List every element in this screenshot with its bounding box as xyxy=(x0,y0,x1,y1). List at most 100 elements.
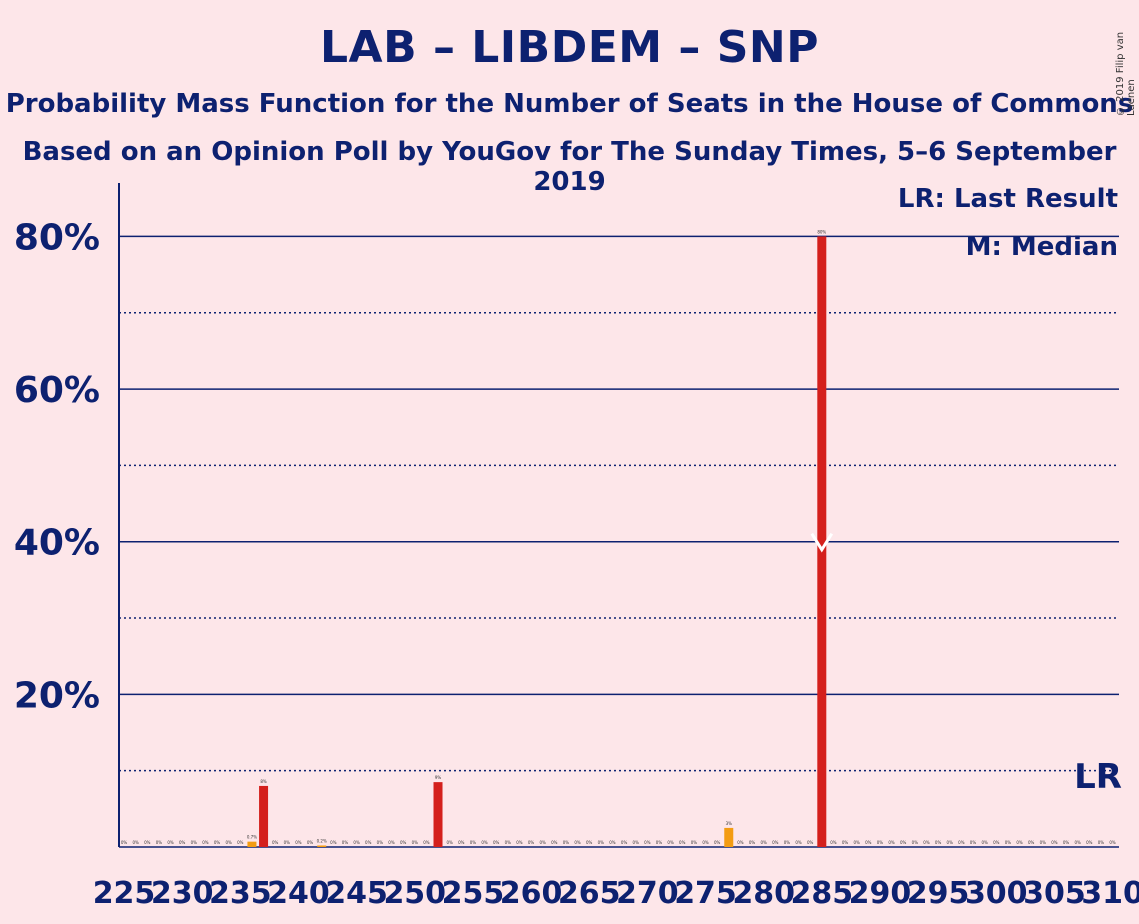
bar-value-label: 0% xyxy=(225,840,232,845)
bar-value-label: 0% xyxy=(307,840,314,845)
x-tick-label: 225 xyxy=(93,876,156,911)
bar-value-label: 0% xyxy=(679,840,686,845)
chart-subtitle-1: Probability Mass Function for the Number… xyxy=(5,89,1134,119)
bar-value-label: 0% xyxy=(1016,840,1023,845)
x-tick-label: 295 xyxy=(907,876,970,911)
bar-value-label: 0% xyxy=(528,840,535,845)
bar-value-label: 0% xyxy=(132,840,139,845)
bar-value-label: 0% xyxy=(667,840,674,845)
bar-value-label: 0% xyxy=(702,840,709,845)
median-marker xyxy=(810,532,834,553)
bar-value-label: 0% xyxy=(958,840,965,845)
bar-value-label: 0.7% xyxy=(247,835,257,840)
bar-value-label: 0% xyxy=(900,840,907,845)
x-tick-label: 235 xyxy=(209,876,272,911)
y-tick-label: 80% xyxy=(14,217,100,258)
x-tick-label: 285 xyxy=(790,876,853,911)
last-result-marker: LR xyxy=(1074,757,1122,797)
x-tick-label: 245 xyxy=(325,876,388,911)
bar-value-label: 0% xyxy=(795,840,802,845)
bar-value-label: 0% xyxy=(574,840,581,845)
y-tick-label: 20% xyxy=(14,675,100,716)
x-tick-label: 260 xyxy=(500,876,563,911)
bar-value-label: 0% xyxy=(353,840,360,845)
bar-value-label: 0% xyxy=(877,840,884,845)
bar-value-label: 0% xyxy=(1051,840,1058,845)
bar-value-label: 0% xyxy=(912,840,919,845)
bar-value-label: 0% xyxy=(760,840,767,845)
bar-value-label: 0% xyxy=(272,840,279,845)
bar-seat-285 xyxy=(817,236,827,847)
bar-value-label: 0% xyxy=(749,840,756,845)
bar-value-label: 0% xyxy=(691,840,698,845)
bar-value-label: 0% xyxy=(481,840,488,845)
x-tick-label: 305 xyxy=(1023,876,1086,911)
bar-value-label: 0% xyxy=(377,840,384,845)
bar-value-label: 0% xyxy=(621,840,628,845)
bar-value-label: 0% xyxy=(923,840,930,845)
bar-value-label: 0% xyxy=(202,840,209,845)
bar-value-label: 0% xyxy=(854,840,861,845)
bar-value-label: 0% xyxy=(400,840,407,845)
bar-value-label: 0% xyxy=(830,840,837,845)
bar-seat-277 xyxy=(724,827,734,847)
bar-value-label: 0% xyxy=(470,840,477,845)
bar-seat-242 xyxy=(317,845,327,847)
y-tick-label: 40% xyxy=(14,523,100,564)
bar-value-label: 0% xyxy=(330,840,337,845)
bar-value-label: 0% xyxy=(412,840,419,845)
bar-value-label: 0% xyxy=(551,840,558,845)
legend-last-result: LR: Last Result xyxy=(897,184,1118,214)
bar-value-label: 0% xyxy=(1005,840,1012,845)
bar-value-label: 0% xyxy=(1028,840,1035,845)
x-tick-label: 240 xyxy=(267,876,330,911)
x-tick-label: 255 xyxy=(442,876,505,911)
bar-value-label: 0% xyxy=(237,840,244,845)
bar-value-label: 0% xyxy=(121,840,128,845)
bar-value-label: 0% xyxy=(807,840,814,845)
bar-value-label: 0% xyxy=(865,840,872,845)
bar-seat-236 xyxy=(247,841,257,847)
bar-value-label: 0% xyxy=(540,840,547,845)
bar-value-label: 0% xyxy=(342,840,349,845)
bar-value-label: 0% xyxy=(842,840,849,845)
bar-value-label: 0% xyxy=(737,840,744,845)
bar-value-label: 0% xyxy=(888,840,895,845)
y-tick-label: 60% xyxy=(14,370,100,411)
x-tick-label: 290 xyxy=(849,876,912,911)
bar-value-label: 0% xyxy=(493,840,500,845)
bar-value-label: 80% xyxy=(817,229,826,234)
bar-value-label: 0% xyxy=(365,840,372,845)
bar-value-label: 0% xyxy=(586,840,593,845)
bar-value-label: 0% xyxy=(1074,840,1081,845)
bar-value-label: 0% xyxy=(284,840,291,845)
bar-value-label: 0% xyxy=(981,840,988,845)
bar-value-label: 0% xyxy=(388,840,395,845)
chart-subtitle-2: Based on an Opinion Poll by YouGov for T… xyxy=(22,137,1117,197)
bar-value-label: 0% xyxy=(295,840,302,845)
bar-value-label: 0% xyxy=(179,840,186,845)
x-tick-label: 310 xyxy=(1081,876,1139,911)
x-tick-label: 300 xyxy=(965,876,1028,911)
bar-value-label: 0% xyxy=(505,840,512,845)
bar-seat-237 xyxy=(259,785,269,847)
bar-value-label: 0% xyxy=(784,840,791,845)
bar-value-label: 0% xyxy=(772,840,779,845)
bar-value-label: 0% xyxy=(516,840,523,845)
bar-value-label: 0% xyxy=(609,840,616,845)
bar-value-label: 0% xyxy=(947,840,954,845)
bar-value-label: 8% xyxy=(260,779,267,784)
bar-value-label: 0% xyxy=(714,840,721,845)
bar-value-label: 9% xyxy=(435,775,442,780)
bar-value-label: 0% xyxy=(1109,840,1116,845)
x-tick-label: 230 xyxy=(151,876,214,911)
bar-value-label: 0% xyxy=(633,840,640,845)
bar-value-label: 0% xyxy=(214,840,221,845)
bar-value-label: 0% xyxy=(446,840,453,845)
bar-value-label: 0% xyxy=(563,840,570,845)
x-tick-label: 270 xyxy=(616,876,679,911)
bar-value-label: 0% xyxy=(191,840,198,845)
bar-value-label: 0% xyxy=(144,840,151,845)
bar-value-label: 0% xyxy=(656,840,663,845)
x-tick-label: 265 xyxy=(558,876,621,911)
